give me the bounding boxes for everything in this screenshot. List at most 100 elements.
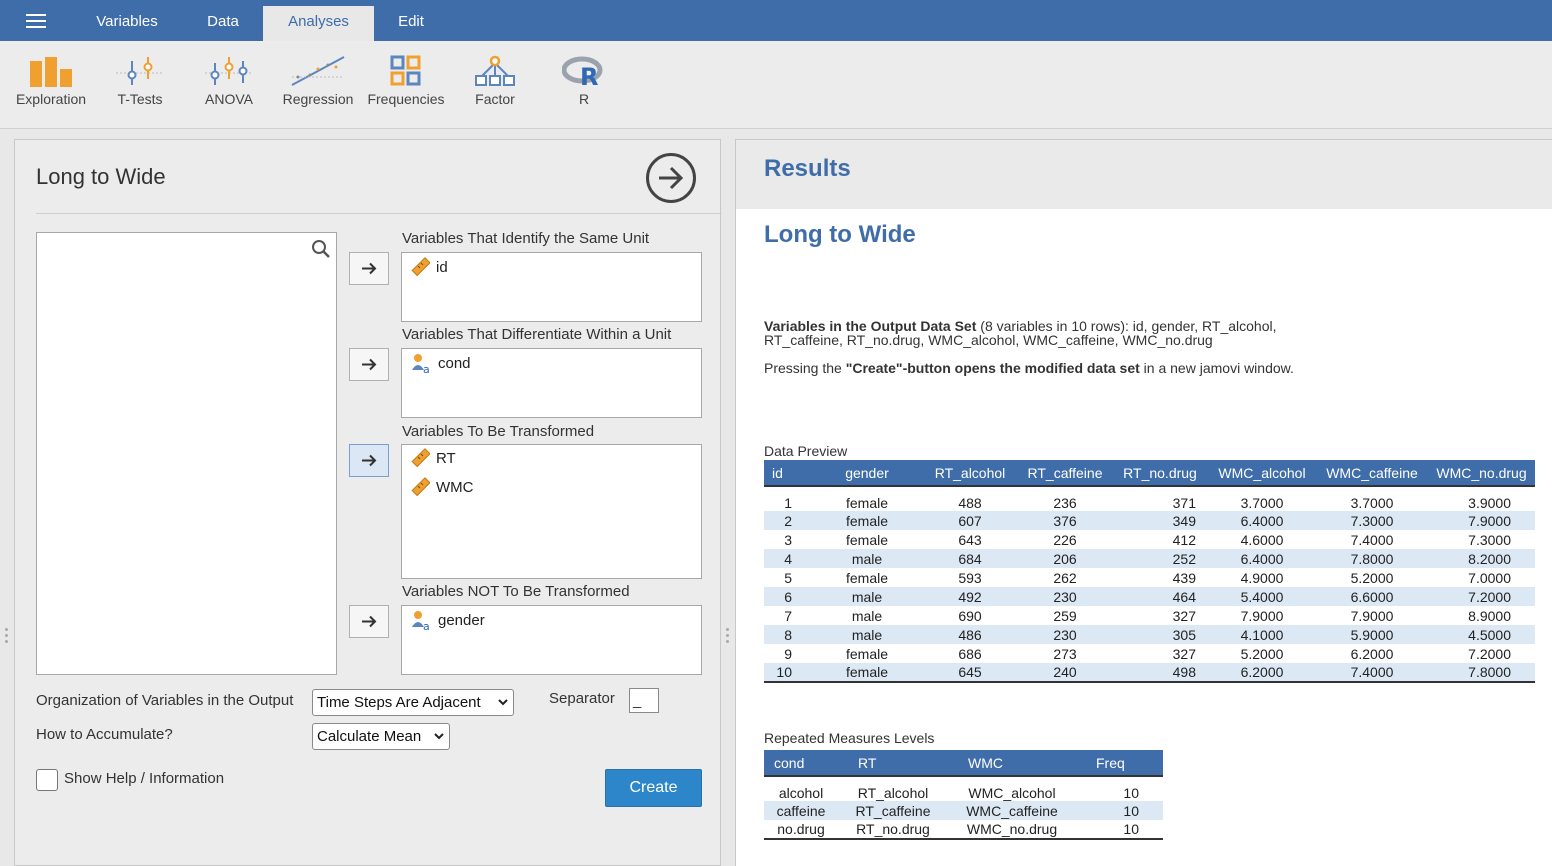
table-cell: female — [845, 531, 889, 548]
table-cell: 686 — [958, 645, 982, 662]
create-note: Pressing the "Create"-button opens the m… — [764, 361, 1294, 375]
table-cell: male — [812, 549, 922, 568]
column-header: RT_no.drug — [1112, 460, 1208, 487]
tab-edit[interactable]: Edit — [398, 13, 424, 30]
output-vars-text-2: RT_caffeine, RT_no.drug, WMC_alcohol, WM… — [764, 332, 1213, 348]
table-cell: WMC_caffeine — [948, 801, 1076, 820]
column-header: WMC_caffeine — [1316, 460, 1428, 487]
r-button[interactable]: R R — [540, 55, 628, 121]
id-vars-box[interactable]: id — [401, 252, 702, 322]
table-cell: 7.4000 — [1316, 663, 1428, 682]
table-cell: 684 — [922, 549, 1018, 568]
table-cell: 4.6000 — [1240, 531, 1284, 548]
regression-icon — [291, 56, 345, 86]
table-cell: 7.9000 — [1240, 607, 1284, 624]
analyses-ribbon: Exploration T-Tests ANOVA — [0, 41, 1552, 129]
output-vars-bold: Variables in the Output Data Set — [764, 318, 977, 334]
table-row: 1 female 488 236 371 3.7000 3.7000 3.9000 — [764, 486, 1535, 511]
exploration-icon — [30, 57, 72, 87]
table-cell: 206 — [1018, 549, 1112, 568]
table-cell: 6.4000 — [1208, 511, 1316, 530]
variable-item[interactable]: id — [410, 255, 448, 279]
variable-name: WMC — [436, 478, 474, 496]
table-cell: 5 — [784, 569, 792, 586]
source-variable-list[interactable] — [36, 232, 337, 675]
tab-analyses[interactable]: Analyses — [263, 6, 374, 41]
continuous-ruler-icon — [411, 477, 430, 497]
table-cell: 492 — [922, 587, 1018, 606]
table-cell: WMC_alcohol — [968, 785, 1056, 801]
variable-item[interactable]: a cond — [410, 351, 471, 375]
anova-button[interactable]: ANOVA — [185, 55, 273, 121]
separator-input[interactable]: _ — [629, 688, 659, 713]
show-help-label: Show Help / Information — [64, 770, 225, 787]
table-cell: 10 — [764, 663, 812, 682]
table-cell: 327 — [1172, 607, 1196, 624]
table-cell: 3 — [784, 531, 792, 548]
table-cell: 7.8000 — [1428, 663, 1535, 682]
table-row: 5 female 593 262 439 4.9000 5.2000 7.0000 — [764, 568, 1535, 587]
table-cell: 6.2000 — [1350, 645, 1394, 662]
menu-bar: Variables Data Analyses Edit — [0, 0, 1552, 41]
anova-icon — [205, 57, 253, 85]
not-transform-vars-box[interactable]: a gender — [401, 605, 702, 675]
frequencies-button[interactable]: Frequencies — [362, 55, 450, 121]
move-to-within-button[interactable] — [349, 348, 389, 381]
table-header-row: id gender RT_alcohol RT_caffeine RT_no.d… — [764, 460, 1535, 487]
panel-resize-handle[interactable] — [726, 628, 729, 644]
table-cell: 7 — [784, 607, 792, 624]
accumulate-select[interactable]: Calculate Mean — [312, 723, 450, 750]
tab-variables[interactable]: Variables — [96, 13, 158, 30]
variable-item[interactable]: WMC — [410, 475, 474, 499]
title-divider — [36, 213, 722, 214]
factor-button[interactable]: Factor — [451, 55, 539, 121]
table-cell: 7.9000 — [1350, 607, 1394, 624]
table-cell: 262 — [1053, 569, 1077, 586]
table-cell: 7.3000 — [1316, 511, 1428, 530]
tab-data[interactable]: Data — [207, 13, 239, 30]
transform-vars-label: Variables To Be Transformed — [402, 423, 595, 440]
create-note-post: in a new jamovi window. — [1139, 360, 1294, 376]
regression-button[interactable]: Regression — [274, 55, 362, 121]
organization-select[interactable]: Time Steps Are Adjacent — [312, 689, 514, 716]
table-cell: RT_caffeine — [838, 801, 948, 820]
exploration-button[interactable]: Exploration — [7, 55, 95, 121]
r-label: R — [578, 91, 590, 107]
table-cell: 7.2000 — [1428, 587, 1535, 606]
table-cell: 498 — [1112, 663, 1208, 682]
move-to-id-button[interactable] — [349, 252, 389, 285]
table-cell: 645 — [922, 663, 1018, 682]
results-header: Results — [736, 140, 1552, 209]
t-tests-button[interactable]: T-Tests — [96, 55, 184, 121]
table-cell: 7.3000 — [1468, 531, 1511, 548]
transform-vars-box[interactable]: RT WMC — [401, 444, 702, 579]
variable-name: gender — [438, 611, 485, 629]
results-heading: Results — [764, 155, 851, 182]
create-button[interactable]: Create — [605, 769, 702, 807]
accumulate-value: Calculate Mean — [317, 728, 422, 745]
arrow-right-icon — [362, 615, 377, 628]
move-to-transform-button[interactable] — [349, 444, 389, 477]
left-resize-handle[interactable] — [5, 628, 8, 644]
accumulate-label: How to Accumulate? — [36, 726, 173, 743]
exploration-label: Exploration — [15, 91, 87, 107]
table-cell: 4.1000 — [1208, 625, 1316, 644]
variable-item[interactable]: RT — [410, 446, 456, 470]
svg-text:R: R — [580, 63, 598, 87]
variable-item[interactable]: a gender — [410, 608, 485, 632]
table-cell: 376 — [1018, 511, 1112, 530]
table-cell: 349 — [1112, 511, 1208, 530]
table-cell: 8.9000 — [1468, 607, 1511, 624]
table-cell: 3.7000 — [1350, 495, 1394, 511]
table-cell: 7.0000 — [1468, 569, 1511, 586]
options-title: Long to Wide — [36, 164, 166, 189]
show-help-checkbox[interactable] — [36, 769, 58, 791]
table-cell: 412 — [1172, 531, 1196, 548]
hamburger-menu-icon[interactable] — [26, 14, 46, 28]
close-options-button[interactable] — [646, 153, 696, 203]
within-vars-box[interactable]: a cond — [401, 348, 702, 418]
t-tests-label: T-Tests — [117, 91, 163, 107]
search-icon[interactable] — [311, 239, 331, 259]
table-cell: 7.4000 — [1350, 531, 1394, 548]
move-to-not-transform-button[interactable] — [349, 605, 389, 638]
